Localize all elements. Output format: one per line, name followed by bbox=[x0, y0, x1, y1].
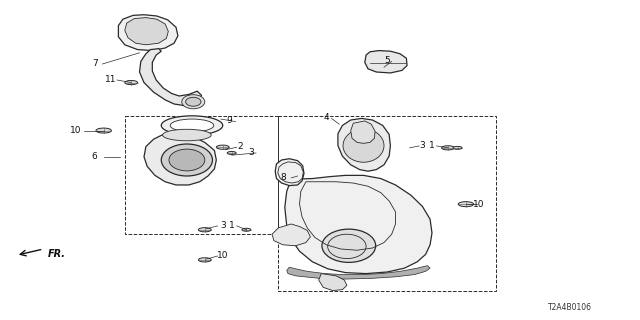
Text: 5: 5 bbox=[385, 56, 390, 65]
Bar bbox=[278, 116, 496, 291]
Text: 3: 3 bbox=[249, 148, 254, 156]
Polygon shape bbox=[285, 175, 432, 274]
Text: 10: 10 bbox=[70, 126, 81, 135]
Ellipse shape bbox=[198, 228, 211, 232]
Text: 3: 3 bbox=[420, 141, 425, 150]
Text: 6: 6 bbox=[92, 152, 97, 161]
Ellipse shape bbox=[216, 145, 229, 149]
Polygon shape bbox=[319, 274, 347, 291]
Polygon shape bbox=[365, 51, 407, 73]
Text: 2: 2 bbox=[237, 142, 243, 151]
Ellipse shape bbox=[458, 202, 474, 207]
Polygon shape bbox=[272, 224, 310, 246]
Polygon shape bbox=[140, 49, 202, 106]
Polygon shape bbox=[338, 118, 390, 171]
Ellipse shape bbox=[161, 116, 223, 135]
Text: 7: 7 bbox=[92, 59, 97, 68]
Polygon shape bbox=[118, 15, 178, 51]
Ellipse shape bbox=[322, 229, 376, 262]
Text: T2A4B0106: T2A4B0106 bbox=[548, 303, 591, 312]
Ellipse shape bbox=[161, 144, 212, 176]
Ellipse shape bbox=[163, 129, 211, 141]
Text: 8: 8 bbox=[280, 173, 285, 182]
Ellipse shape bbox=[198, 258, 211, 262]
Polygon shape bbox=[275, 159, 304, 186]
Text: 1: 1 bbox=[429, 141, 435, 150]
Text: 9: 9 bbox=[227, 116, 232, 125]
Text: 3: 3 bbox=[220, 221, 225, 230]
Polygon shape bbox=[351, 121, 375, 143]
Polygon shape bbox=[287, 266, 430, 279]
Polygon shape bbox=[125, 18, 168, 45]
Ellipse shape bbox=[227, 151, 236, 155]
Text: 10: 10 bbox=[217, 251, 228, 260]
Text: 1: 1 bbox=[230, 221, 235, 230]
Ellipse shape bbox=[96, 128, 111, 133]
Ellipse shape bbox=[186, 97, 201, 106]
Ellipse shape bbox=[170, 119, 214, 132]
Ellipse shape bbox=[169, 149, 205, 171]
Polygon shape bbox=[144, 134, 216, 185]
Text: 10: 10 bbox=[473, 200, 484, 209]
Bar bbox=[125, 116, 278, 234]
Ellipse shape bbox=[182, 95, 205, 109]
Text: 11: 11 bbox=[105, 75, 116, 84]
Ellipse shape bbox=[442, 146, 454, 150]
Ellipse shape bbox=[125, 81, 138, 85]
Ellipse shape bbox=[343, 129, 384, 162]
Ellipse shape bbox=[242, 228, 251, 231]
Text: 4: 4 bbox=[324, 113, 329, 122]
Text: FR.: FR. bbox=[48, 249, 66, 259]
Ellipse shape bbox=[453, 146, 462, 149]
